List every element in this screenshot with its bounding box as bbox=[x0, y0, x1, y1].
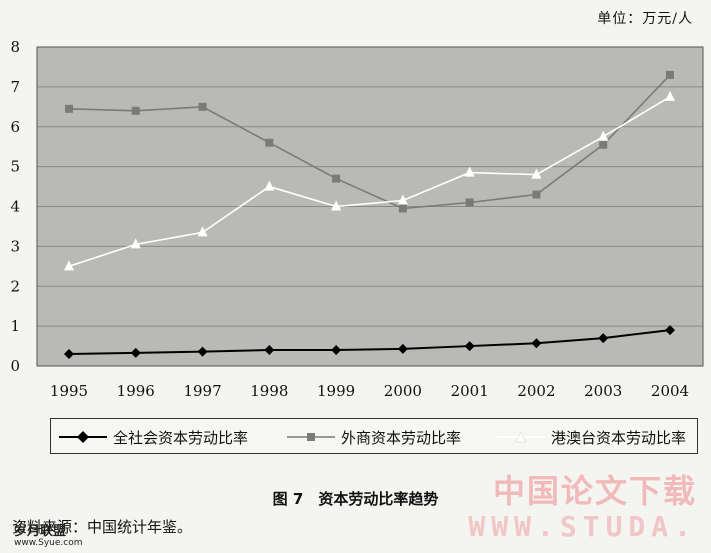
data-point bbox=[531, 168, 542, 179]
series-2 bbox=[64, 90, 675, 271]
y-tick-label: 8 bbox=[10, 38, 20, 56]
data-point bbox=[464, 166, 475, 177]
legend-item-all-society: 全社会资本劳动比率 bbox=[59, 419, 248, 455]
data-point bbox=[264, 345, 275, 356]
data-point bbox=[198, 102, 207, 111]
plot-border bbox=[36, 46, 704, 367]
data-point bbox=[465, 198, 474, 207]
x-tick-label: 2002 bbox=[517, 382, 555, 400]
y-tick-label: 2 bbox=[10, 277, 20, 295]
data-point bbox=[398, 204, 407, 213]
data-point bbox=[197, 226, 208, 237]
data-point bbox=[666, 70, 674, 79]
y-tick-label: 5 bbox=[10, 158, 20, 176]
legend-label: 全社会资本劳动比率 bbox=[113, 428, 249, 447]
data-point bbox=[665, 90, 675, 101]
data-point bbox=[265, 138, 274, 147]
series-0 bbox=[64, 325, 675, 360]
x-tick-label: 1996 bbox=[117, 382, 155, 400]
x-tick-label: 2004 bbox=[651, 382, 689, 400]
axes: 0 1 2 3 4 5 6 7 8 1995 1996 1997 1998 1999 2000 2001 200… bbox=[10, 38, 704, 400]
legend-item-hk-macao-taiwan: 港澳台资本劳动比率 bbox=[497, 419, 686, 455]
data-point bbox=[197, 346, 208, 357]
x-tick-label: 2001 bbox=[451, 382, 489, 400]
data-point bbox=[464, 341, 475, 352]
data-point bbox=[64, 349, 74, 360]
series-layer bbox=[64, 70, 675, 360]
x-tick-label: 2003 bbox=[584, 382, 622, 400]
series-line bbox=[68, 96, 671, 268]
watermark-site-url: www.Syue.com bbox=[14, 538, 83, 548]
y-tick-label: 3 bbox=[10, 237, 20, 255]
legend-label: 港澳台资本劳动比率 bbox=[551, 428, 687, 447]
data-point bbox=[332, 174, 341, 183]
y-tick-label: 7 bbox=[10, 78, 20, 96]
data-point bbox=[264, 180, 275, 191]
y-tick-label: 4 bbox=[10, 198, 20, 216]
legend-swatch-triangle bbox=[497, 431, 545, 443]
figure-caption: 图 7 资本劳动比率趋势 bbox=[272, 490, 439, 508]
data-point bbox=[598, 130, 609, 141]
y-tick-label: 0 bbox=[10, 357, 20, 375]
data-point bbox=[532, 190, 541, 199]
legend-swatch-square bbox=[287, 433, 335, 441]
data-point bbox=[531, 338, 542, 349]
y-tick-label: 6 bbox=[10, 118, 20, 136]
x-tick-label: 1997 bbox=[183, 382, 221, 400]
data-point bbox=[665, 325, 675, 336]
data-point bbox=[131, 106, 140, 115]
data-point bbox=[598, 333, 609, 344]
data-point bbox=[65, 104, 73, 113]
legend-item-foreign: 外商资本劳动比率 bbox=[287, 419, 461, 455]
data-point bbox=[130, 238, 141, 249]
legend-label: 外商资本劳动比率 bbox=[341, 428, 462, 447]
watermark-en: WWW.STUDA. bbox=[468, 510, 697, 543]
source-note: 资料来源：中国统计年鉴。 bbox=[12, 518, 193, 536]
x-tick-label: 1999 bbox=[317, 382, 355, 400]
x-tick-label: 1995 bbox=[50, 382, 88, 400]
data-point bbox=[331, 200, 342, 211]
series-line bbox=[68, 74, 671, 210]
data-point bbox=[331, 345, 342, 356]
data-point bbox=[397, 343, 408, 354]
data-point bbox=[599, 140, 608, 149]
legend-swatch-diamond bbox=[59, 431, 107, 443]
x-tick-label: 1998 bbox=[250, 382, 288, 400]
data-point bbox=[130, 347, 141, 358]
data-point bbox=[64, 260, 74, 271]
y-tick-label: 1 bbox=[10, 317, 20, 335]
legend: 全社会资本劳动比率 外商资本劳动比率 港澳台资本劳动比率 bbox=[50, 418, 698, 454]
x-tick-label: 2000 bbox=[384, 382, 422, 400]
watermark-cn: 中国论文下载 bbox=[492, 472, 697, 510]
series-1 bbox=[65, 70, 674, 213]
watermark-site: 岁月联盟 bbox=[14, 524, 67, 539]
unit-label: 单位：万元/人 bbox=[597, 11, 693, 27]
series-line bbox=[68, 329, 671, 356]
data-point bbox=[397, 194, 408, 205]
